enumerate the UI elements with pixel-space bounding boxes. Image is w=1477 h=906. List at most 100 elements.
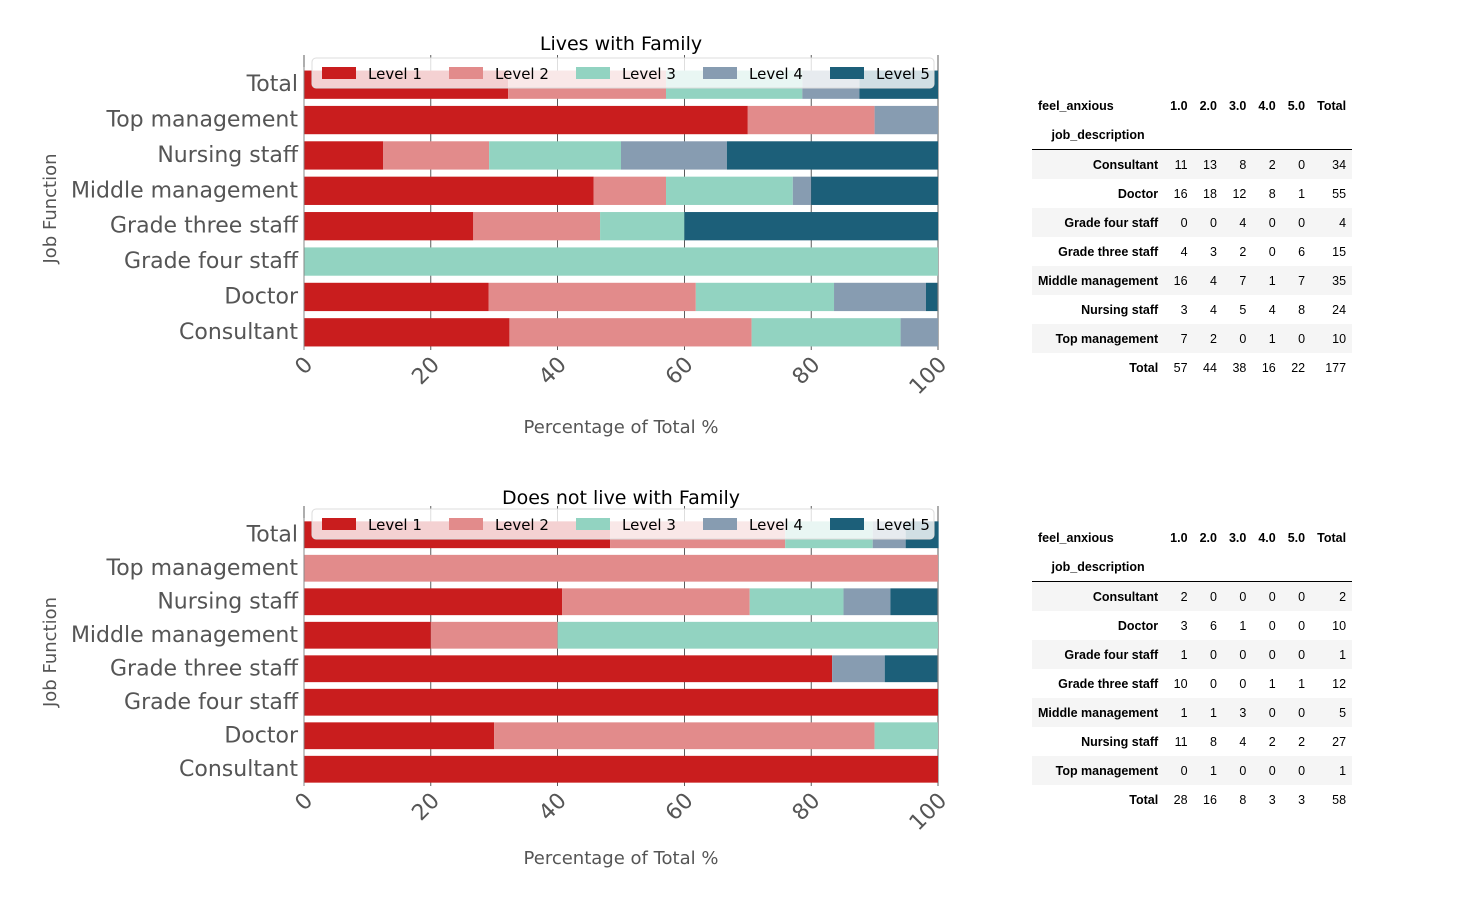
row-label: Middle management [1032,698,1165,727]
table-cell: 4 [1222,208,1253,237]
x-tick-label: 0 [291,788,319,816]
bar-segment [684,212,938,241]
table-row: Grade three staff 4 3 2 0 6 15 [1032,237,1352,266]
row-label: Top management [1032,324,1165,353]
table-cell: 10 [1332,618,1347,633]
table-cell: 0 [1281,640,1312,669]
category-label: Doctor [224,284,299,309]
table-cell: 22 [1291,360,1306,375]
bar-segment [304,318,510,347]
table-cell: 3 [1268,792,1276,807]
table-cell: 0 [1222,756,1253,785]
table-cell: 0 [1210,676,1217,691]
bar-segment [304,141,384,170]
table-row: Doctor 16 18 12 8 1 55 [1032,179,1352,208]
table-cell: 3 [1210,244,1217,259]
column-header: 1.0 [1170,98,1188,113]
bar-segment [900,318,938,347]
x-axis-label: Percentage of Total % [524,848,719,869]
table-cell: 44 [1203,360,1217,375]
bar-segment [593,176,667,205]
table-cell: 2 [1193,324,1223,353]
legend-swatch [322,67,356,79]
x-tick-label: 60 [661,352,698,389]
table-cell: 11 [1164,149,1194,179]
table-cell: 3 [1298,792,1306,807]
bar-segment [874,105,938,135]
table-cell: 6 [1210,618,1217,633]
bar-segment [832,655,885,683]
bar-segment [304,554,938,582]
category-label: Grade four staff [124,690,299,715]
row-label: Grade four staff [1032,640,1165,669]
category-label: Middle management [71,623,298,648]
category-label: Nursing staff [157,143,298,168]
table-cell: 15 [1332,244,1347,259]
table-cell: 1 [1239,618,1247,633]
category-label: Doctor [224,723,299,748]
table-cell: 5 [1239,302,1247,317]
table-cell: 28 [1173,792,1188,807]
table-cell: 0 [1252,756,1282,785]
row-label: Grade three staff [1058,676,1159,691]
table-row: Middle management 1 1 3 0 0 5 [1032,698,1353,727]
table-cell: 16 [1261,360,1276,375]
table-row: Grade three staff 10 0 0 1 1 12 [1032,669,1352,698]
legend-label: Level 2 [495,65,549,83]
bar-segment [749,588,844,616]
crosstab-table-lives-with-family: feel_anxious 1.0 2.0 3.0 4.0 5.0 Total j… [1032,91,1353,382]
row-label: Consultant [1032,581,1165,611]
table-cell: 58 [1332,792,1347,807]
table-cell: 0 [1164,208,1194,237]
legend-label: Level 1 [368,65,422,83]
table-cell: 1 [1268,676,1276,691]
category-label: Consultant [179,320,298,345]
legend-swatch [322,518,356,530]
bar-segment [621,141,727,170]
x-tick-label: 80 [788,788,825,825]
bar-segment [304,722,495,750]
table-row: Grade four staff 1 0 0 0 0 1 [1032,640,1353,669]
bar-segment [304,688,938,716]
column-header: 2.0 [1199,98,1217,113]
legend-swatch [830,518,864,530]
table-cell: 177 [1325,360,1347,375]
legend-swatch [703,67,737,79]
table-cell: 0 [1281,581,1312,611]
table-cell: 1 [1311,756,1353,785]
legend-label: Level 3 [622,516,676,534]
table-cell: 4 [1268,302,1276,317]
category-label: Consultant [179,757,298,782]
table-cell: 1 [1164,698,1194,727]
table-cell: 0 [1298,618,1306,633]
table-cell: 3 [1180,302,1188,317]
legend-label: Level 4 [749,516,803,534]
table-cell: 2 [1311,581,1353,611]
table-row: Consultant 11 13 8 2 0 34 [1032,149,1353,179]
table-cell: 0 [1252,581,1282,611]
table-cell: 0 [1222,324,1253,353]
column-header: 4.0 [1258,530,1276,545]
table-row: Consultant 2 0 0 0 0 2 [1032,581,1353,611]
table-cell: 2 [1252,149,1282,179]
table-cell: 13 [1193,149,1223,179]
row-label: Middle management [1032,266,1165,295]
row-label: Doctor [1117,186,1159,201]
bar-segment [304,655,833,683]
x-axis-label: Percentage of Total % [524,417,719,438]
index-name-label: job_description [1032,120,1165,150]
bar-segment [834,282,926,312]
table-row: Total 28 16 8 3 3 58 [1032,785,1352,814]
bar-segment [925,282,938,312]
table-cell: 10 [1173,676,1188,691]
row-label: Consultant [1032,149,1165,179]
table-cell: 0 [1239,676,1247,691]
table-cell: 3 [1222,698,1253,727]
x-tick-label: 100 [905,352,952,399]
table-cell: 2 [1164,581,1194,611]
category-label: Middle management [71,178,298,203]
x-tick-label: 0 [291,352,319,380]
table-cell: 2 [1239,244,1247,259]
bar-segment [304,755,938,783]
table-row: Total 57 44 38 16 22 177 [1032,353,1352,382]
